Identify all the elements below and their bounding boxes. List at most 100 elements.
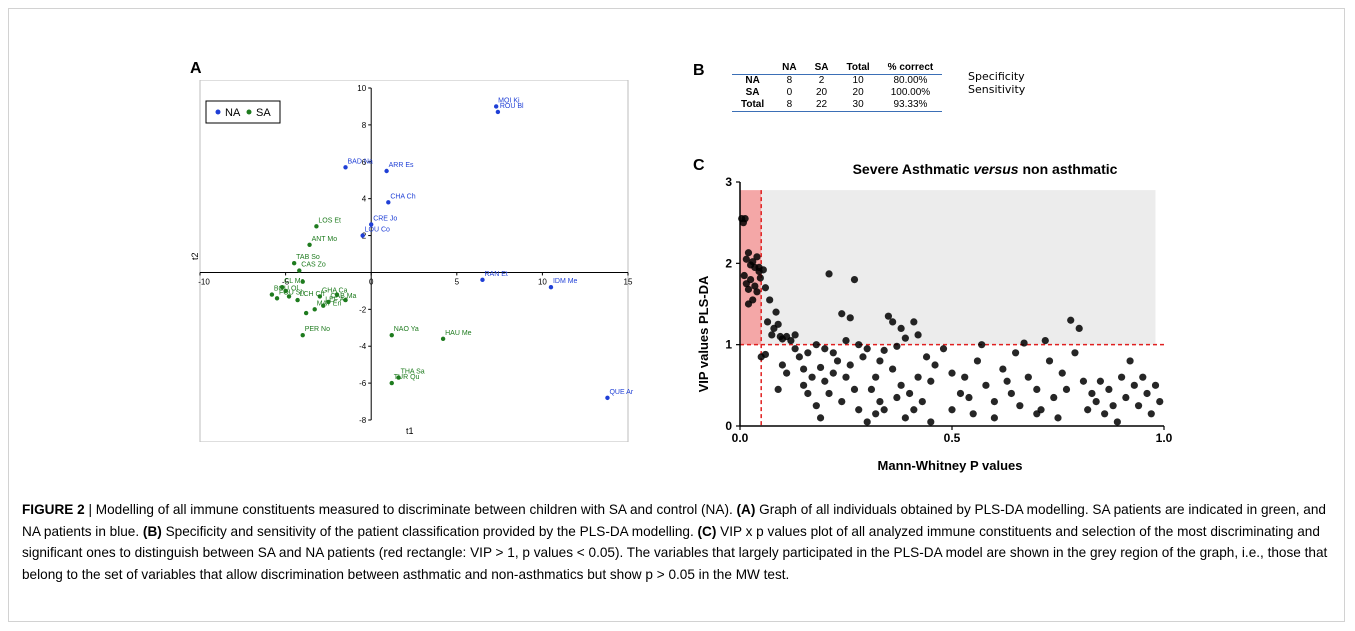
data-point-na [360,233,365,238]
data-point-sa [286,294,292,299]
data-point [829,349,837,357]
caption-intro: Modelling of all immune constituents mea… [95,502,737,517]
table-header-cell: % correct [878,62,943,75]
data-point [901,334,909,342]
data-point [897,324,905,332]
x-tick-label: -10 [198,277,210,286]
data-point [872,373,880,381]
data-point [1050,393,1058,402]
specificity-label: Specificity [968,70,1025,83]
table-cell: 100.00% [890,87,931,98]
panel-c-vip-scatter-chart: Severe Asthmatic versus non asthmatic 0.… [696,161,1173,473]
data-point [855,406,863,414]
table-cell: 93.33% [878,99,943,112]
x-tick-label: 0.5 [944,431,961,445]
table-cell: NA [745,75,760,86]
data-point [800,365,808,373]
table-cell: 22 [805,99,838,112]
table-cell: 8 [773,99,806,112]
data-point [1003,377,1011,385]
data-point [948,369,956,377]
point-label: ROU Bl [500,103,524,110]
data-point [1122,393,1130,402]
y-tick-label: 2 [725,256,732,270]
data-point-sa [300,279,305,284]
data-point [1020,339,1028,347]
data-point [747,276,755,284]
point-label: QUE Ar [609,389,633,396]
panel-a-letter: A [190,60,202,77]
y-tick-label: -2 [359,305,367,314]
point-label: BOU Ol [274,286,299,293]
x-tick-label: 10 [538,277,547,286]
data-point [1105,385,1113,393]
table-header-cell: SA [805,62,838,75]
data-point [990,398,998,406]
data-point-na [495,109,501,115]
data-point [741,215,749,223]
data-point [880,406,888,414]
x-tick-label: 1.0 [1156,431,1173,445]
data-point [816,414,825,422]
data-point [901,414,909,422]
point-label: LOU Co [365,227,390,234]
point-label: THA Sa [401,369,425,376]
table-cell: 30 [837,99,879,112]
data-point [973,357,982,365]
data-point [812,341,820,349]
data-point-na [548,285,554,290]
data-point [1041,337,1049,345]
data-point [816,363,825,372]
x-tick-label: -5 [282,277,290,286]
caption-text-c: VIP x p values plot of all analyzed immu… [22,523,1328,582]
caption-tag-b: (B) [142,523,162,539]
data-point [821,345,829,353]
table-row: SA 0 20 20 100.00% [732,87,942,99]
data-point [768,331,776,339]
point-label: ARR Es [389,162,414,169]
data-point [961,373,969,381]
data-point [751,282,759,290]
data-point [922,353,931,361]
data-point [774,385,782,393]
x-axis-label: Mann-Whitney P values [878,458,1023,473]
data-point [763,318,772,326]
point-label: PER No [305,326,330,333]
data-point [948,406,956,414]
point-label: HAU Me [445,330,472,337]
data-point [914,331,922,339]
data-point [1109,402,1117,410]
sensitivity-label: Sensitivity [968,83,1026,96]
table-cell: 2 [818,75,825,86]
legend-label-sa: SA [256,107,271,119]
data-point [990,414,998,422]
chart-legend: NA SA [205,100,281,124]
figure-label: FIGURE 2 [22,502,85,517]
data-point [753,288,761,296]
point-label: RAN Et [484,271,507,278]
data-point [897,381,905,389]
data-point [846,361,854,369]
data-point [1054,414,1062,422]
data-point-sa [283,288,288,294]
data-point [838,398,846,406]
x-axis-label: t1 [406,426,414,436]
y-tick-label: 3 [725,175,732,189]
x-tick-label: 0 [369,277,374,286]
data-point-sa [326,299,331,305]
table-cell: SA [745,87,760,98]
data-point [846,314,854,322]
data-point [808,373,816,381]
data-point [982,381,990,389]
data-point [821,377,829,385]
table-header-cell [732,62,774,75]
data-point [893,393,901,402]
data-point [965,393,973,402]
data-point-na [369,222,374,227]
data-point [999,365,1007,373]
x-tick-label: 0.0 [732,431,749,445]
data-point [867,385,876,393]
data-point [1126,357,1134,365]
x-tick-label: 5 [455,277,460,286]
data-point [969,410,977,418]
